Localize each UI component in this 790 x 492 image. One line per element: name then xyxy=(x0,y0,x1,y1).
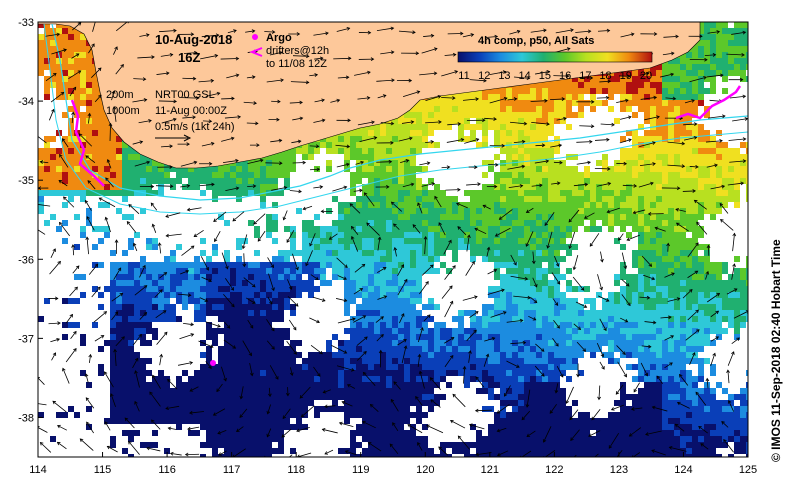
colorbar: 4h comp, p50, All Sats 11 12 13 14 15 16 17 18 1… xyxy=(457,35,653,82)
colorbar-title: 4h comp, p50, All Sats xyxy=(478,35,594,47)
colorbar-tick-label: 12 xyxy=(478,70,490,82)
argo-float-marker xyxy=(210,360,216,366)
colorbar-tick-label: 17 xyxy=(579,70,591,82)
x-tick-label: 120 xyxy=(416,464,434,476)
x-tick-label: 117 xyxy=(223,464,241,476)
drifter-track-west xyxy=(70,99,105,187)
y-tick-label: -38 xyxy=(18,412,34,424)
scale-label: 0.5m/s (1kt 24h) xyxy=(155,121,234,133)
colorbar-tick-label: 15 xyxy=(539,70,551,82)
drifter-legend-icon xyxy=(249,47,263,57)
drifter-legend-range: to 11/08 12Z xyxy=(266,58,327,70)
hour-label: 16Z xyxy=(178,50,200,65)
y-tick-label: -33 xyxy=(18,17,34,29)
credit-label: © IMOS 11-Sep-2018 02:40 Hobart Time xyxy=(769,239,783,462)
drifter-tracks xyxy=(70,85,742,366)
x-tick-label: 119 xyxy=(352,464,370,476)
x-tick-label: 123 xyxy=(610,464,628,476)
colorbar-tick-label: 11 xyxy=(458,70,469,82)
y-tick-label: -37 xyxy=(18,333,34,345)
velocity-arrows xyxy=(38,22,748,457)
depth-1000m-label: 1000m xyxy=(106,105,140,117)
scale-arrow xyxy=(155,134,192,142)
time-label: 11-Aug 00:00Z xyxy=(155,105,227,117)
y-tick-label: -35 xyxy=(18,175,34,187)
plot-frame xyxy=(37,21,749,458)
x-axis: 114 115 116 117 118 119 120 121 122 123 124 125 xyxy=(29,452,757,476)
product-label: NRT00 GSL xyxy=(155,89,215,101)
x-tick-label: 125 xyxy=(739,464,757,476)
argo-legend-label: Argo xyxy=(266,32,292,44)
drifter-track-east xyxy=(675,85,742,120)
x-tick-label: 114 xyxy=(29,464,47,476)
isobaths xyxy=(43,23,748,215)
y-axis: -33 -34 -35 -36 -37 -38 xyxy=(18,17,43,424)
x-tick-label: 115 xyxy=(94,464,112,476)
argo-legend-icon xyxy=(252,34,258,40)
y-tick-label: -36 xyxy=(18,254,34,266)
isobath-200m xyxy=(51,23,748,201)
colorbar-tick-label: 18 xyxy=(599,70,611,82)
x-tick-label: 122 xyxy=(545,464,563,476)
isobath-1000m xyxy=(43,23,748,215)
x-tick-label: 118 xyxy=(287,464,305,476)
colorbar-tick-label: 13 xyxy=(498,70,510,82)
x-tick-label: 116 xyxy=(158,464,176,476)
colorbar-tick-label: 20 xyxy=(640,70,652,82)
y-tick-label: -34 xyxy=(18,96,34,108)
drifter-legend-label: drifters@12h xyxy=(266,45,329,57)
date-label: 10-Aug-2018 xyxy=(155,32,232,47)
colorbar-gradient xyxy=(457,51,653,63)
depth-200m-label: 200m xyxy=(106,89,134,101)
colorbar-tick-label: 14 xyxy=(519,70,531,82)
x-tick-label: 124 xyxy=(674,464,692,476)
x-tick-label: 121 xyxy=(481,464,499,476)
colorbar-tick-label: 16 xyxy=(559,70,571,82)
colorbar-tick-label: 19 xyxy=(620,70,632,82)
